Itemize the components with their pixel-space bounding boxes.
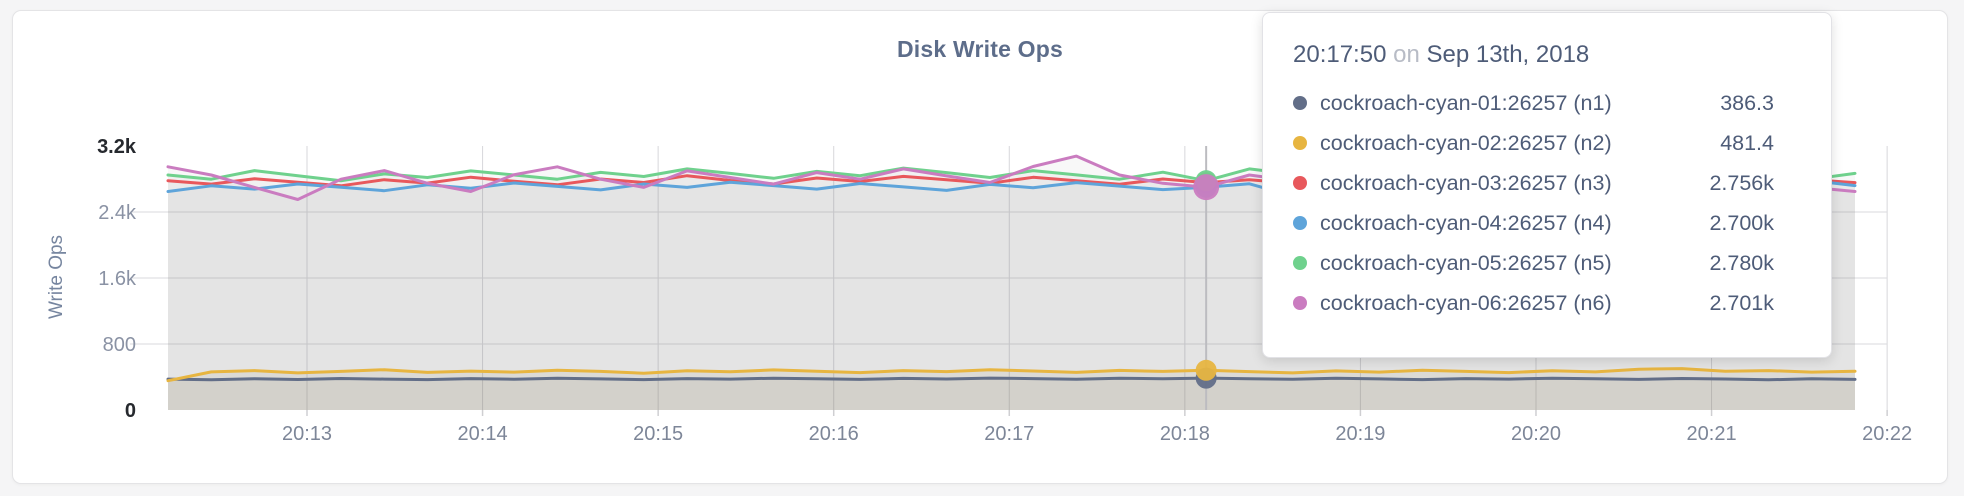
hover-point <box>1193 174 1220 201</box>
tooltip-date: Sep 13th, 2018 <box>1426 41 1590 68</box>
x-tick-label: 20:19 <box>1335 423 1385 445</box>
series-value: 2.756k <box>1709 170 1774 195</box>
y-tick-label: 800 <box>103 334 136 356</box>
series-color-dot-icon <box>1293 256 1307 270</box>
tooltip-series-row: cockroach-cyan-01:26257 (n1) 386.3 <box>1293 83 1774 123</box>
series-label: cockroach-cyan-01:26257 (n1) <box>1320 90 1612 115</box>
chart-title: Disk Write Ops <box>897 36 1063 62</box>
x-tick-label: 20:21 <box>1687 423 1737 445</box>
x-tick-label: 20:15 <box>633 423 683 445</box>
series-color-dot-icon <box>1293 296 1307 310</box>
series-label: cockroach-cyan-03:26257 (n3) <box>1320 170 1612 195</box>
chart-tooltip: 20:17:50 on Sep 13th, 2018 cockroach-cya… <box>1262 12 1832 358</box>
tooltip-series-row: cockroach-cyan-06:26257 (n6) 2.701k <box>1293 283 1774 323</box>
x-tick-label: 20:20 <box>1511 423 1561 445</box>
x-tick-label: 20:18 <box>1160 423 1210 445</box>
series-line <box>166 367 1857 383</box>
tooltip-conjunction: on <box>1393 41 1420 68</box>
y-tick-label: 1.6k <box>98 268 137 290</box>
tooltip-header: 20:17:50 on Sep 13th, 2018 <box>1293 41 1774 69</box>
series-value: 2.700k <box>1709 210 1774 235</box>
series-color-dot-icon <box>1293 136 1307 150</box>
series-value: 386.3 <box>1720 90 1774 115</box>
x-tick-label: 20:17 <box>984 423 1034 445</box>
tooltip-series-row: cockroach-cyan-05:26257 (n5) 2.780k <box>1293 243 1774 283</box>
series-value: 481.4 <box>1720 130 1774 155</box>
tooltip-series-row: cockroach-cyan-02:26257 (n2) 481.4 <box>1293 123 1774 163</box>
series-label: cockroach-cyan-05:26257 (n5) <box>1320 250 1612 275</box>
series-area <box>168 378 1855 410</box>
tooltip-series-row: cockroach-cyan-04:26257 (n4) 2.700k <box>1293 203 1774 243</box>
y-tick-label: 3.2k <box>97 136 137 158</box>
x-tick-label: 20:22 <box>1862 423 1912 445</box>
y-tick-label: 0 <box>125 400 136 422</box>
series-label: cockroach-cyan-06:26257 (n6) <box>1320 290 1612 315</box>
series-label: cockroach-cyan-04:26257 (n4) <box>1320 210 1612 235</box>
x-tick-label: 20:14 <box>458 423 508 445</box>
tooltip-series-row: cockroach-cyan-03:26257 (n3) 2.756k <box>1293 163 1774 203</box>
series-color-dot-icon <box>1293 96 1307 110</box>
x-tick-label: 20:16 <box>809 423 859 445</box>
y-tick-label: 2.4k <box>98 202 137 224</box>
x-tick-label: 20:13 <box>282 423 332 445</box>
tooltip-time: 20:17:50 <box>1293 41 1387 68</box>
series-color-dot-icon <box>1293 216 1307 230</box>
series-line <box>166 376 1857 382</box>
series-value: 2.780k <box>1709 250 1774 275</box>
hover-point <box>1195 359 1217 381</box>
series-color-dot-icon <box>1293 176 1307 190</box>
series-value: 2.701k <box>1709 290 1774 315</box>
series-label: cockroach-cyan-02:26257 (n2) <box>1320 130 1612 155</box>
